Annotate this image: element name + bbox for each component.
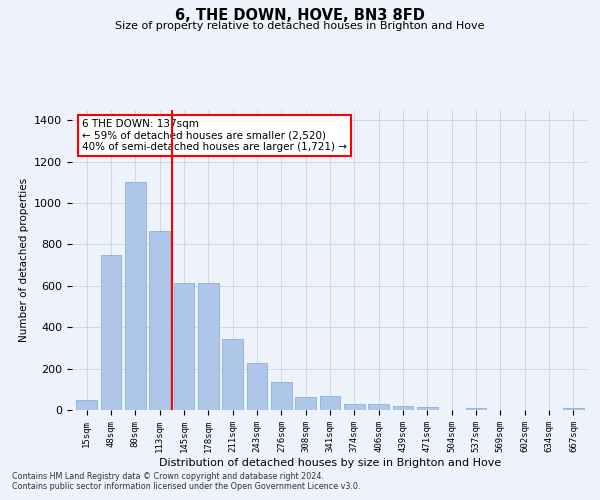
Text: Distribution of detached houses by size in Brighton and Hove: Distribution of detached houses by size … — [159, 458, 501, 468]
Bar — [271, 382, 292, 410]
Text: Size of property relative to detached houses in Brighton and Hove: Size of property relative to detached ho… — [115, 21, 485, 31]
Bar — [392, 406, 413, 410]
Text: 6 THE DOWN: 137sqm
← 59% of detached houses are smaller (2,520)
40% of semi-deta: 6 THE DOWN: 137sqm ← 59% of detached hou… — [82, 119, 347, 152]
Bar — [149, 231, 170, 410]
Bar — [76, 400, 97, 410]
Bar — [295, 396, 316, 410]
Bar — [125, 182, 146, 410]
Bar — [320, 396, 340, 410]
Bar — [344, 404, 365, 410]
Bar — [368, 404, 389, 410]
Text: Contains public sector information licensed under the Open Government Licence v3: Contains public sector information licen… — [12, 482, 361, 491]
Bar — [466, 408, 487, 410]
Bar — [247, 364, 268, 410]
Y-axis label: Number of detached properties: Number of detached properties — [19, 178, 29, 342]
Bar — [101, 255, 121, 410]
Bar — [563, 408, 584, 410]
Bar — [173, 283, 194, 410]
Text: 6, THE DOWN, HOVE, BN3 8FD: 6, THE DOWN, HOVE, BN3 8FD — [175, 8, 425, 22]
Bar — [222, 338, 243, 410]
Text: Contains HM Land Registry data © Crown copyright and database right 2024.: Contains HM Land Registry data © Crown c… — [12, 472, 324, 481]
Bar — [198, 283, 218, 410]
Bar — [417, 407, 438, 410]
